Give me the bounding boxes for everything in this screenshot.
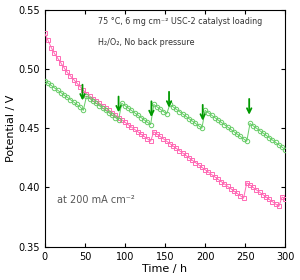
Y-axis label: Potential / V: Potential / V — [6, 94, 16, 162]
Text: 75 °C, 6 mg cm⁻² USC-2 catalyst loading: 75 °C, 6 mg cm⁻² USC-2 catalyst loading — [98, 17, 262, 26]
Text: at 200 mA cm⁻²: at 200 mA cm⁻² — [57, 195, 135, 205]
X-axis label: Time / h: Time / h — [142, 264, 188, 274]
Text: H₂/O₂, No back pressure: H₂/O₂, No back pressure — [98, 38, 194, 47]
